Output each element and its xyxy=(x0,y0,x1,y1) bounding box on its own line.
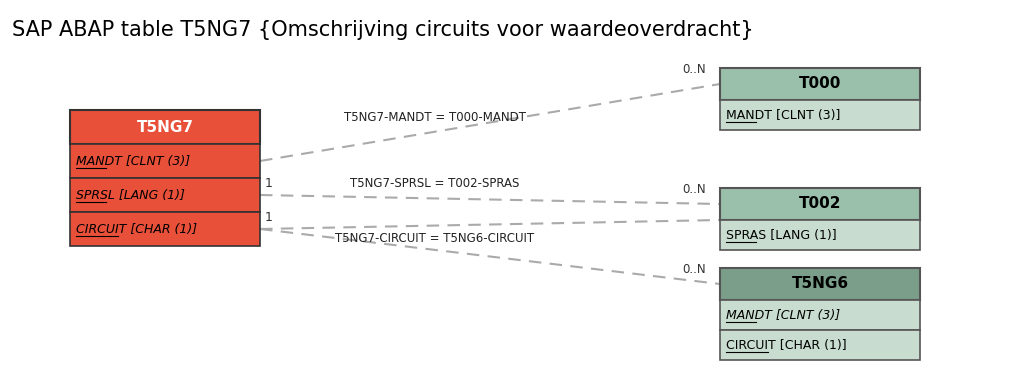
Bar xyxy=(70,178,260,212)
Bar xyxy=(720,100,920,130)
Text: 1: 1 xyxy=(265,211,272,224)
Text: 0..N: 0..N xyxy=(682,63,706,76)
Text: 0..N: 0..N xyxy=(682,263,706,276)
Text: CIRCUIT [CHAR (1)]: CIRCUIT [CHAR (1)] xyxy=(726,339,847,351)
Text: MANDT [CLNT (3)]: MANDT [CLNT (3)] xyxy=(726,109,841,121)
Text: 0..N: 0..N xyxy=(682,183,706,196)
Bar xyxy=(720,188,920,220)
Text: SAP ABAP table T5NG7 {Omschrijving circuits voor waardeoverdracht}: SAP ABAP table T5NG7 {Omschrijving circu… xyxy=(12,20,754,40)
Text: T5NG7-SPRSL = T002-SPRAS: T5NG7-SPRSL = T002-SPRAS xyxy=(350,178,520,190)
Text: T5NG7-MANDT = T000-MANDT: T5NG7-MANDT = T000-MANDT xyxy=(343,111,526,124)
Bar xyxy=(70,144,260,178)
Text: T5NG7: T5NG7 xyxy=(137,120,193,135)
Bar xyxy=(70,212,260,246)
Bar xyxy=(720,68,920,100)
Bar xyxy=(720,268,920,300)
Bar xyxy=(70,110,260,144)
Text: SPRSL [LANG (1)]: SPRSL [LANG (1)] xyxy=(76,188,185,201)
Text: 1: 1 xyxy=(265,177,272,190)
Text: MANDT [CLNT (3)]: MANDT [CLNT (3)] xyxy=(76,155,190,167)
Bar xyxy=(720,220,920,250)
Text: MANDT [CLNT (3)]: MANDT [CLNT (3)] xyxy=(726,308,840,322)
Bar xyxy=(720,300,920,330)
Text: CIRCUIT [CHAR (1)]: CIRCUIT [CHAR (1)] xyxy=(76,222,198,236)
Text: T002: T002 xyxy=(798,196,841,211)
Text: T000: T000 xyxy=(799,77,841,92)
Text: T5NG6: T5NG6 xyxy=(791,276,849,291)
Text: SPRAS [LANG (1)]: SPRAS [LANG (1)] xyxy=(726,228,837,242)
Bar xyxy=(720,330,920,360)
Text: T5NG7-CIRCUIT = T5NG6-CIRCUIT: T5NG7-CIRCUIT = T5NG6-CIRCUIT xyxy=(335,231,535,245)
